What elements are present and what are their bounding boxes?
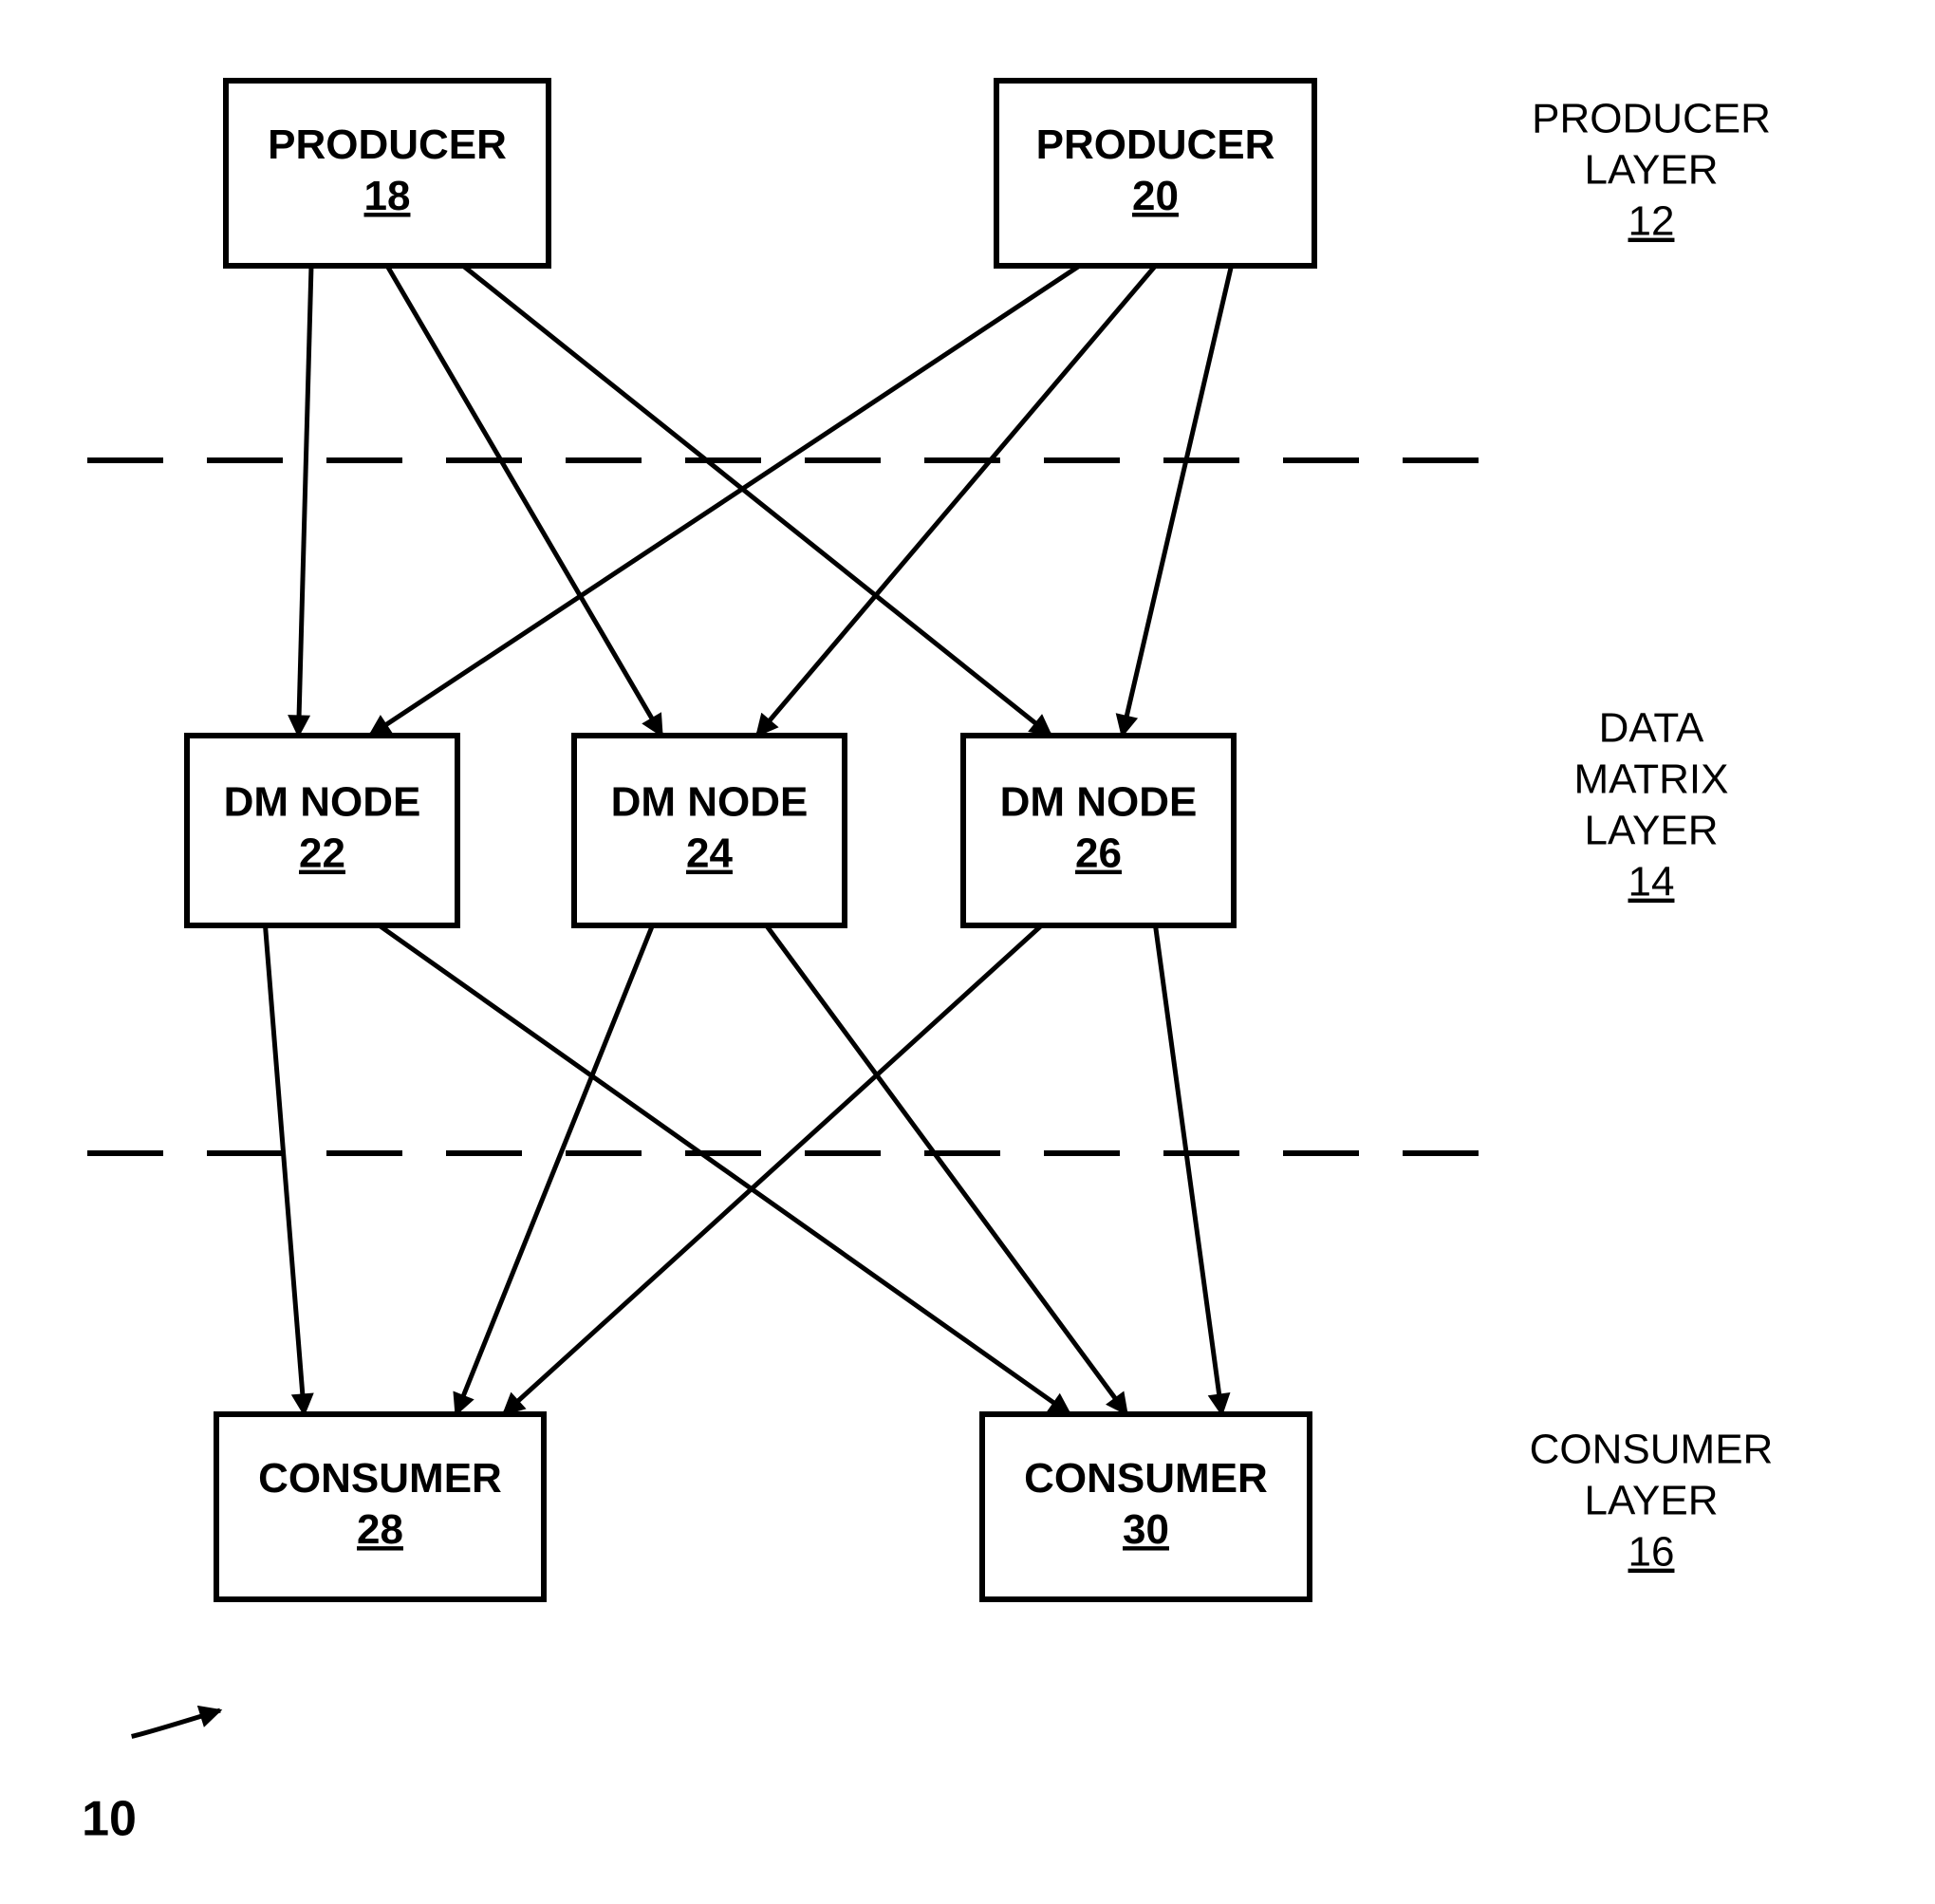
- node-ref-number: 26: [1075, 831, 1122, 877]
- layer-label-line: LAYER: [1584, 1478, 1718, 1524]
- node-label: DM NODE: [1000, 779, 1198, 826]
- node-label: PRODUCER: [268, 121, 507, 168]
- edge-arrow: [463, 266, 1051, 736]
- node-ref-number: 18: [364, 173, 411, 219]
- node-ref-number: 28: [357, 1506, 403, 1553]
- edge-arrow: [266, 925, 305, 1414]
- layer-label-line: CONSUMER: [1530, 1427, 1774, 1473]
- edge-arrow: [757, 266, 1156, 736]
- edge-arrow: [299, 266, 312, 736]
- edge-arrow: [504, 925, 1042, 1414]
- node-label: CONSUMER: [258, 1455, 502, 1502]
- layer-label-matrix: DATAMATRIX LAYER 14: [1574, 705, 1729, 905]
- node-ref-number: 30: [1123, 1506, 1169, 1553]
- layer-label-line: DATA: [1599, 705, 1704, 752]
- figure-ref-arrow: [132, 1710, 220, 1736]
- edge-arrow: [387, 266, 662, 736]
- layer-ref-number: 14: [1628, 859, 1675, 905]
- figure-ref-number: 10: [82, 1792, 137, 1847]
- node-label: DM NODE: [611, 779, 809, 826]
- node-dm-26: DM NODE 26: [963, 736, 1234, 925]
- node-producer-18: PRODUCER 18: [226, 81, 549, 266]
- node-consumer-30: CONSUMER30: [982, 1414, 1310, 1599]
- node-ref-number: 22: [299, 831, 345, 877]
- node-label: DM NODE: [224, 779, 421, 826]
- layer-label-producer: PRODUCER LAYER12: [1532, 96, 1771, 245]
- node-label: PRODUCER: [1036, 121, 1275, 168]
- edge-arrow: [370, 266, 1080, 736]
- node-dm-24: DM NODE 24: [574, 736, 845, 925]
- layer-label-consumer: CONSUMER LAYER 16: [1530, 1427, 1774, 1576]
- node-consumer-28: CONSUMER28: [216, 1414, 544, 1599]
- edge-arrow: [380, 925, 1070, 1414]
- layer-label-line: LAYER: [1584, 808, 1718, 854]
- node-ref-number: 20: [1132, 173, 1179, 219]
- node-dm-22: DM NODE 22: [187, 736, 457, 925]
- node-label: CONSUMER: [1024, 1455, 1268, 1502]
- edge-arrow: [767, 925, 1127, 1414]
- node-ref-number: 24: [686, 831, 733, 877]
- layer-label-line: MATRIX: [1574, 756, 1729, 803]
- edge-arrow: [1156, 925, 1222, 1414]
- layer-label-line: PRODUCER: [1532, 96, 1771, 142]
- figure-reference: 10: [82, 1710, 220, 1847]
- edge-arrow: [1123, 266, 1232, 736]
- layer-label-line: LAYER: [1584, 147, 1718, 194]
- layer-ref-number: 12: [1628, 198, 1675, 245]
- layer-ref-number: 16: [1628, 1529, 1675, 1576]
- node-producer-20: PRODUCER 20: [996, 81, 1314, 266]
